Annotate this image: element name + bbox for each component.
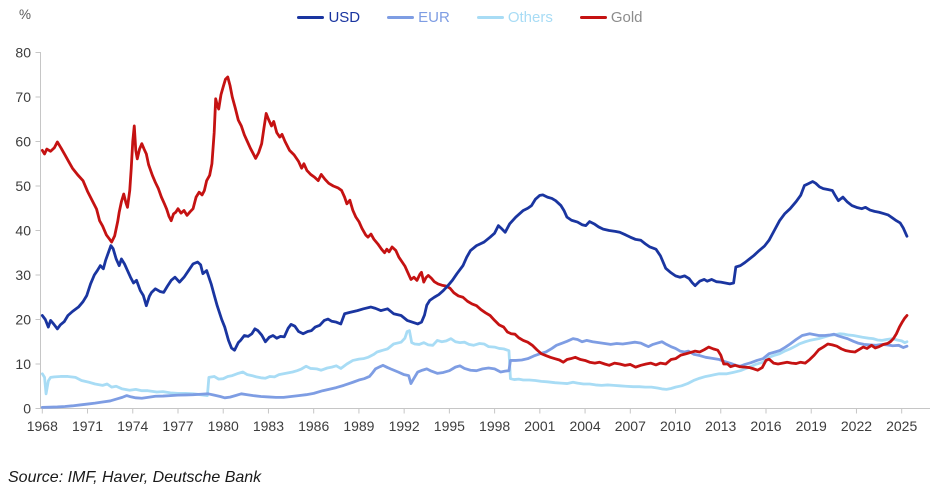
x-axis-tick-label: 1983 — [253, 418, 284, 434]
y-axis-tick-label: 40 — [15, 222, 31, 238]
gold-line — [40, 75, 909, 372]
y-axis-tick-label: 60 — [15, 133, 31, 149]
y-axis-tick-label: 30 — [15, 267, 31, 283]
x-axis-tick-label: 2025 — [886, 418, 917, 434]
x-axis-tick-label: 2007 — [615, 418, 646, 434]
source-note: Source: IMF, Haver, Deutsche Bank — [8, 469, 262, 486]
x-axis-tick-label: 1986 — [298, 418, 329, 434]
y-axis-tick-label: 0 — [23, 400, 31, 416]
x-axis-tick-label: 1974 — [117, 418, 148, 434]
x-axis-tick-label: 2016 — [750, 418, 781, 434]
x-axis-tick-label: 2013 — [705, 418, 736, 434]
eur-line — [40, 332, 909, 409]
x-axis-tick-label: 1992 — [389, 418, 420, 434]
x-axis-tick-label: 1971 — [72, 418, 103, 434]
x-axis-tick-label: 2019 — [796, 418, 827, 434]
x-axis-tick-label: 1998 — [479, 418, 510, 434]
y-axis-tick-label: 20 — [15, 311, 31, 327]
y-axis-unit-label: % — [19, 7, 32, 22]
x-axis-tick-label: 1968 — [27, 418, 58, 434]
x-axis-tick-label: 2022 — [841, 418, 872, 434]
x-axis-tick-label: 1980 — [208, 418, 239, 434]
x-axis-tick-label: 2001 — [524, 418, 555, 434]
y-axis-tick-label: 50 — [15, 178, 31, 194]
x-axis-tick-label: 2010 — [660, 418, 691, 434]
others-line — [40, 329, 909, 397]
y-axis-tick-label: 10 — [15, 356, 31, 372]
x-axis-tick-label: 2004 — [569, 418, 600, 434]
y-axis-tick-label: 80 — [15, 44, 31, 60]
usd-line — [40, 180, 909, 352]
y-axis-tick-label: 70 — [15, 89, 31, 105]
x-axis-tick-label: 1989 — [343, 418, 374, 434]
x-axis-tick-label: 1995 — [434, 418, 465, 434]
x-axis-tick-label: 1977 — [162, 418, 193, 434]
